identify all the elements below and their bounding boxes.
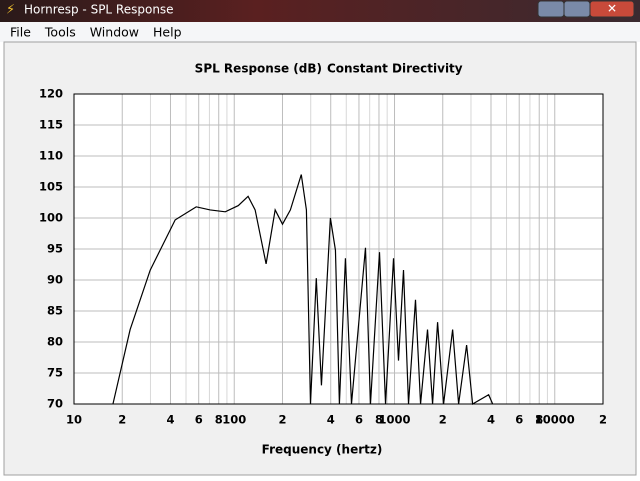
x-tick-label: 10000 <box>535 413 575 427</box>
x-tick-label: 2 <box>118 413 126 427</box>
y-tick-label: 115 <box>39 118 63 132</box>
x-tick-label: 2 <box>439 413 447 427</box>
x-tick-label: 6 <box>355 413 363 427</box>
menu-bar <box>0 22 640 42</box>
y-tick-label: 70 <box>47 397 63 411</box>
x-tick-label: 6 <box>195 413 203 427</box>
x-tick-label: 1000 <box>378 413 410 427</box>
y-tick-label: 80 <box>47 335 63 349</box>
x-tick-label: 8 <box>375 413 383 427</box>
x-tick-label: 100 <box>222 413 246 427</box>
x-tick-label: 2 <box>599 413 607 427</box>
close-button[interactable] <box>589 0 635 18</box>
menu-item[interactable]: Window <box>90 25 139 40</box>
title-bar <box>0 0 640 22</box>
x-axis-label: Frequency (hertz) <box>262 443 383 457</box>
y-tick-label: 120 <box>39 87 63 101</box>
x-tick-label: 4 <box>327 413 335 427</box>
x-tick-label: 4 <box>487 413 495 427</box>
y-tick-label: 90 <box>47 273 63 287</box>
chart-title: SPL Response (dB) <box>195 62 322 76</box>
menu-item[interactable]: Help <box>153 25 182 40</box>
window-title: Hornresp - SPL Response <box>24 3 174 17</box>
minimize-button[interactable] <box>537 0 565 18</box>
menu-item[interactable]: Tools <box>44 25 76 40</box>
x-tick-label: 8 <box>535 413 543 427</box>
plot-frame <box>73 93 604 405</box>
y-tick-label: 105 <box>39 180 63 194</box>
app-icon: ⚡ <box>6 3 15 18</box>
spl-curve <box>112 174 494 405</box>
maximize-button[interactable] <box>563 0 591 18</box>
x-tick-label: 6 <box>515 413 523 427</box>
chart-subtitle: Constant Directivity <box>327 62 463 76</box>
y-tick-label: 110 <box>39 149 63 163</box>
y-tick-label: 75 <box>47 366 63 380</box>
close-icon: ✕ <box>607 2 617 16</box>
x-tick-label: 10 <box>66 413 82 427</box>
x-tick-label: 8 <box>215 413 223 427</box>
y-tick-label: 100 <box>39 211 63 225</box>
y-tick-label: 95 <box>47 242 63 256</box>
y-tick-label: 85 <box>47 304 63 318</box>
x-tick-label: 4 <box>166 413 174 427</box>
x-tick-label: 2 <box>278 413 286 427</box>
menu-item[interactable]: File <box>10 25 31 40</box>
